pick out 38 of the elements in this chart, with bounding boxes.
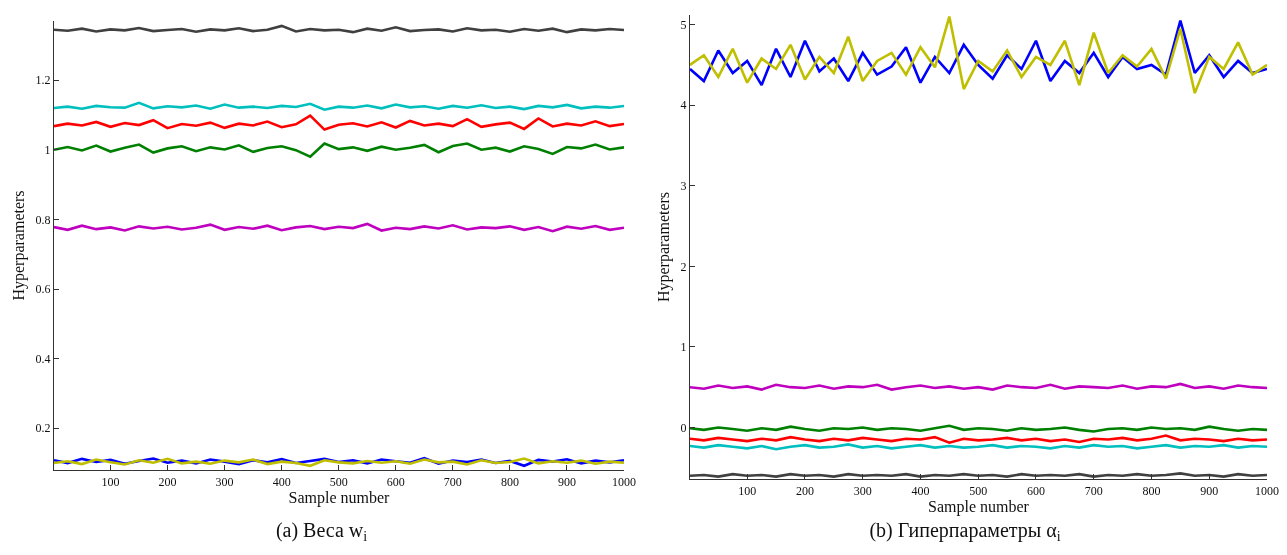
y-tick-label: 1 [680,340,687,355]
x-tick-label: 300 [215,474,234,489]
x-tick-label: 1000 [1255,483,1279,498]
x-tick-label: 500 [969,483,988,498]
y-tick-label: 1.2 [35,73,51,88]
x-axis-title: Sample number [928,498,1030,517]
x-tick-label: 1000 [612,474,636,489]
x-tick-label: 200 [158,474,177,489]
y-tick-label: 2 [680,259,687,274]
x-tick-label: 400 [911,483,930,498]
y-axis-title: Hyperparameters [10,190,29,301]
x-tick-label: 700 [443,474,462,489]
x-tick-label: 800 [500,474,519,489]
text: (b) Гиперпараметры α$_{i}$ [869,519,1061,545]
x-tick-label: 200 [795,483,814,498]
x-tick-label: 600 [386,474,405,489]
y-tick-label: 0.8 [35,212,51,227]
y-tick-label: 3 [680,178,687,193]
x-tick-label: 400 [272,474,291,489]
x-tick-label: 900 [557,474,576,489]
x-tick-label: 100 [101,474,120,489]
x-tick-label: 500 [329,474,348,489]
y-tick-label: 4 [680,98,687,113]
x-axis-title: Sample number [288,489,391,508]
y-tick-label: 5 [680,17,687,32]
y-tick-label: 0.6 [35,282,51,297]
x-tick-label: 700 [1084,483,1103,498]
x-tick-label: 100 [738,483,757,498]
y-axis-title: Hyperparameters [655,191,674,303]
x-tick-label: 300 [853,483,872,498]
y-tick-label: 0.2 [35,421,51,436]
x-tick-label: 800 [1142,483,1161,498]
text: (a) Веса w$_{i}$ [275,519,368,545]
x-tick-label: 900 [1200,483,1219,498]
x-tick-label: 600 [1026,483,1045,498]
y-tick-label: 1 [44,142,51,157]
y-tick-label: 0.4 [35,351,51,366]
y-tick-label: 0 [680,420,687,435]
